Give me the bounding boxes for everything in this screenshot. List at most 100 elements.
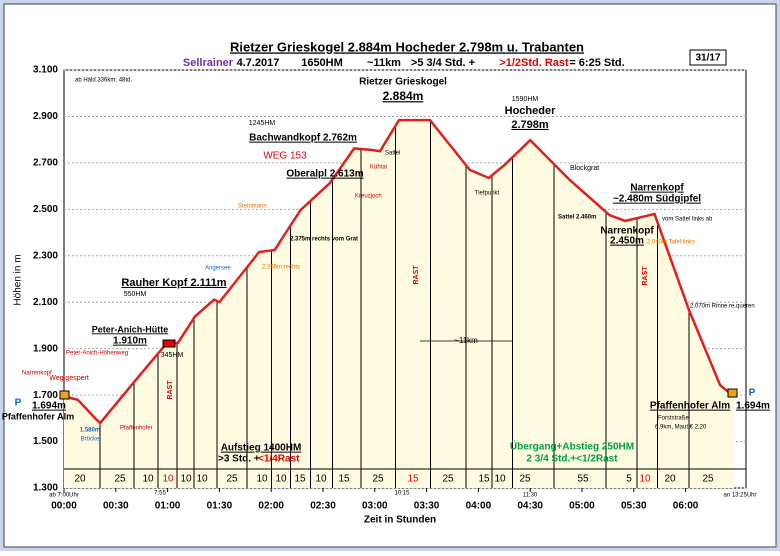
annotation: Forststraße [658, 416, 689, 422]
annotation: vom Sattel links ab [662, 217, 713, 223]
annotation: Bachwandkopf 2.762m [249, 133, 357, 144]
y-tick-label: 3.100 [33, 65, 58, 76]
segment-label: 20 [664, 474, 676, 485]
segment-label: 55 [577, 474, 589, 485]
annotation: P [15, 398, 22, 409]
annotation: Hocheder [505, 105, 556, 117]
x-tick-label: 03:30 [414, 501, 440, 512]
annotation: 11:30 [523, 493, 538, 499]
annotation: Narrenkopf [22, 371, 52, 377]
annotation: 2.375m rechts vom Grat [290, 237, 358, 243]
x-tick-label: 03:00 [362, 501, 388, 512]
segment-label: 25 [226, 474, 238, 485]
annotation: Kreuzjoch [355, 194, 382, 200]
annotation: Pfaffenhofer Alm [2, 411, 74, 421]
x-tick-label: 04:00 [466, 501, 492, 512]
segment-label: 25 [702, 474, 714, 485]
annotation: 2.040m Tafel links [647, 240, 695, 246]
x-tick-label: 00:30 [103, 501, 129, 512]
y-tick-label: 2.300 [33, 250, 58, 261]
annotation: Sattel [385, 151, 400, 157]
x-tick-label: 00:00 [51, 501, 77, 512]
segment-label: 10 [275, 474, 287, 485]
segment-label: 10 [180, 474, 192, 485]
annotation: Narrenkopf [600, 226, 654, 237]
annotation: Pfaffenhofer Alm [650, 401, 730, 412]
y-tick-label: 2.500 [33, 204, 58, 215]
alm-marker [59, 390, 70, 400]
annotation: Sattel 2.460m [558, 215, 596, 221]
y-tick-label: 2.100 [33, 297, 58, 308]
subtitle-part: = 6:25 Std. [569, 57, 624, 69]
annotation: Steinmann [238, 204, 267, 210]
badge: 31/17 [695, 53, 720, 64]
annotation: Kühtai [370, 165, 387, 171]
annotation: 6,9km, Maut € 2,20 [655, 425, 707, 431]
y-tick-label: 2.900 [33, 111, 58, 122]
annotation: Rietzer Grieskogel [359, 77, 447, 88]
y-tick-label: 1.300 [33, 483, 58, 494]
segment-label: 15 [338, 474, 350, 485]
annotation: Rauher Kopf 2.111m [121, 277, 226, 289]
annotation: Narrenkopf [630, 183, 684, 194]
x-tick-label: 02:00 [258, 501, 284, 512]
annotation: P [749, 388, 756, 399]
segment-label: 25 [519, 474, 531, 485]
segment-label: 25 [372, 474, 384, 485]
segment-label: 10 [315, 474, 327, 485]
elevation-area [64, 120, 734, 488]
x-axis-label: Zeit in Stunden [364, 515, 436, 526]
annotation: ab Häld 336km; 48td. [75, 78, 132, 84]
segment-label: 25 [442, 474, 454, 485]
annotation: 1.694m [32, 401, 66, 412]
annotation: 7:55 [154, 491, 166, 497]
segment-label: 10 [256, 474, 268, 485]
annotation: Tiefpunkt [475, 191, 500, 197]
hut-marker [162, 339, 176, 348]
segment-label: 5 [626, 474, 632, 485]
annotation: Peter-Anich-Höhenweg [66, 351, 128, 357]
subtitle-part: 4.7.2017 [237, 57, 280, 69]
annotation: 10:15 [394, 491, 410, 497]
segment-label: 10 [494, 474, 506, 485]
y-tick-label: 2.700 [33, 158, 58, 169]
chart-title: Rietzer Grieskogel 2.884m Hocheder 2.798… [230, 39, 584, 54]
subtitle-part: Sellrainer [183, 57, 234, 69]
x-tick-label: 04:30 [517, 501, 543, 512]
annotation: ~2.480m Südgipfel [613, 194, 701, 205]
annotation: Pfaffenhofer [120, 426, 153, 432]
subtitle-part: 1650HM [301, 57, 343, 69]
annotation: an 13:25Uhr [723, 493, 756, 499]
annotation: 2.884m [383, 89, 424, 103]
subtitle-part: >1/2Std. Rast [499, 57, 569, 69]
alm-marker [727, 388, 738, 398]
badge-box [689, 49, 727, 66]
x-tick-label: 02:30 [310, 501, 336, 512]
segment-label: 10 [142, 474, 154, 485]
annotation: RAST [642, 266, 649, 286]
y-tick-label: 1.900 [33, 343, 58, 354]
annotation: RAST [167, 380, 174, 400]
annotation: 2.266m rechts [262, 265, 300, 271]
annotation: Angersee [205, 266, 231, 272]
x-tick-label: 06:00 [673, 501, 699, 512]
annotation: Blockgrat [570, 165, 599, 172]
annotation: Oberalpl 2.613m [286, 169, 363, 180]
annotation: 550HM [124, 291, 147, 298]
x-tick-label: 01:30 [207, 501, 233, 512]
y-tick-label: 1.700 [33, 390, 58, 401]
x-tick-label: 05:30 [621, 501, 647, 512]
annotation: 2.450m [610, 236, 644, 247]
annotation: 1.580m [80, 428, 100, 434]
segment-label: 15 [294, 474, 306, 485]
annotation: 2.070m Rinne re.queren [690, 304, 755, 310]
subtitle-part: >5 3/4 Std. + [411, 57, 475, 69]
elevation-line [63, 118, 735, 425]
annotation: RAST [413, 265, 420, 285]
annotation: ab 7:00Uhr [49, 493, 79, 499]
segment-label: 10 [162, 474, 174, 485]
annotation: 1.694m [736, 401, 770, 412]
y-axis-label: Höhen in m [13, 254, 24, 305]
